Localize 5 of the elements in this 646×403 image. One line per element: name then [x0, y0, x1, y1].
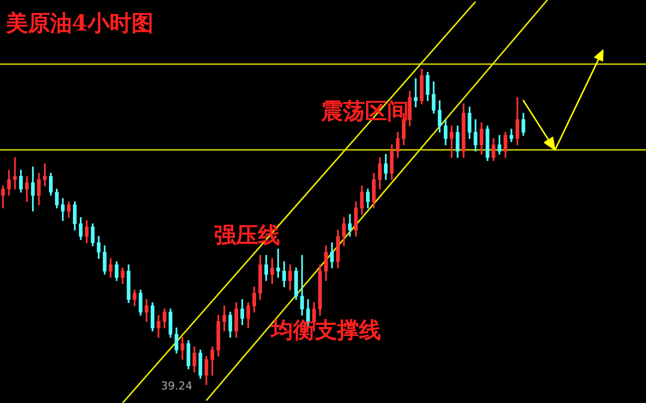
candlestick: [13, 157, 17, 190]
candlestick: [300, 254, 304, 316]
annotation: 均衡支撑线: [270, 318, 381, 344]
chart-title: 美原油4小时图: [5, 10, 154, 37]
annotation: 39.24: [160, 380, 192, 393]
